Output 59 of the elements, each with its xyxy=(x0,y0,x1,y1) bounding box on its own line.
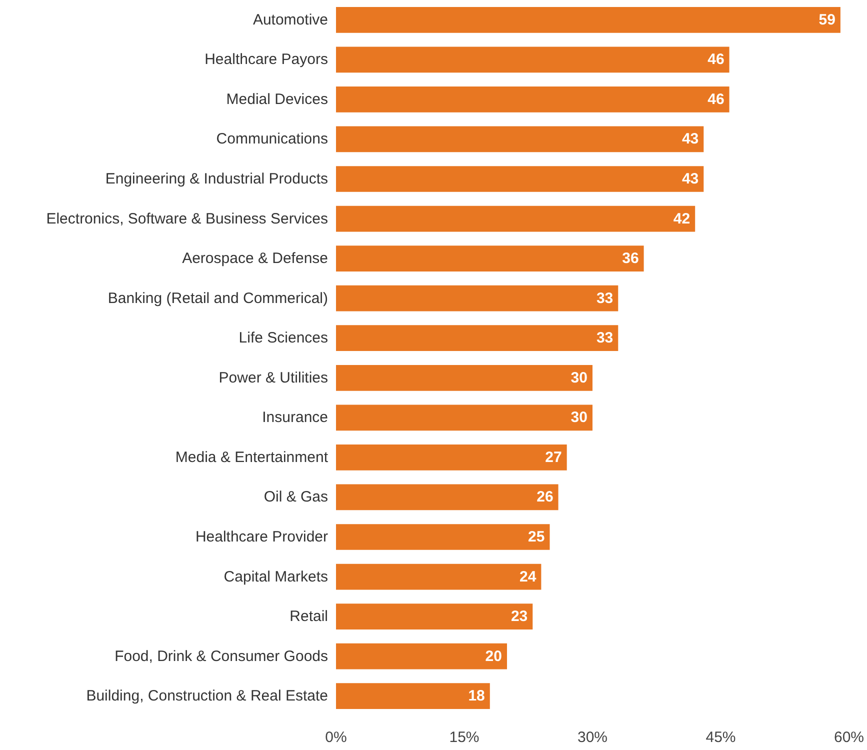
bar xyxy=(336,683,490,710)
data-label: 30 xyxy=(570,369,588,386)
x-tick-label: 30% xyxy=(577,729,608,746)
y-tick-label: Automotive xyxy=(252,11,328,28)
y-tick-label: Capital Markets xyxy=(224,568,328,586)
data-label: 33 xyxy=(596,330,614,347)
y-tick-label: Healthcare Payors xyxy=(204,51,328,68)
bar xyxy=(336,86,730,112)
bar xyxy=(336,484,558,510)
bar xyxy=(336,46,730,73)
data-label: 36 xyxy=(622,250,639,268)
bar xyxy=(336,643,507,670)
data-label: 25 xyxy=(528,528,545,546)
bar xyxy=(336,206,696,232)
bar xyxy=(336,604,533,630)
y-tick-label: Building, Construction & Real Estate xyxy=(86,688,328,705)
bar xyxy=(336,364,592,391)
y-tick-label: Power & Utilities xyxy=(218,369,328,386)
data-label: 26 xyxy=(536,488,554,506)
y-tick-label: Oil & Gas xyxy=(264,488,328,506)
y-tick-label: Life Sciences xyxy=(238,330,328,347)
data-label: 27 xyxy=(545,448,562,466)
y-tick-label: Food, Drink & Consumer Goods xyxy=(114,648,328,665)
bar xyxy=(336,126,704,152)
data-label: 33 xyxy=(596,290,614,307)
data-label: 30 xyxy=(570,409,588,426)
y-tick-label: Electronics, Software & Business Services xyxy=(46,210,328,228)
data-label: 23 xyxy=(510,608,528,626)
bar xyxy=(336,404,592,431)
bar xyxy=(336,444,567,470)
bar xyxy=(336,246,644,272)
y-tick-label: Media & Entertainment xyxy=(175,448,329,466)
y-tick-label: Healthcare Provider xyxy=(195,528,328,546)
y-tick-label: Insurance xyxy=(262,409,328,426)
data-label: 43 xyxy=(682,170,699,188)
data-label: 42 xyxy=(673,210,690,228)
data-label: 43 xyxy=(682,130,699,148)
bar xyxy=(336,564,542,590)
bar xyxy=(336,6,840,33)
y-tick-label: Communications xyxy=(216,130,328,148)
x-tick-label: 60% xyxy=(834,729,864,746)
y-tick-label: Medial Devices xyxy=(226,90,328,108)
x-tick-label: 15% xyxy=(449,729,480,746)
data-label: 46 xyxy=(708,51,724,68)
x-tick-label: 0% xyxy=(325,729,347,746)
bar xyxy=(336,524,550,550)
data-label: 24 xyxy=(520,568,537,586)
data-label: 18 xyxy=(468,688,485,705)
data-label: 20 xyxy=(485,648,502,665)
bar xyxy=(336,166,704,192)
data-label: 59 xyxy=(818,11,836,28)
data-label: 46 xyxy=(708,90,724,108)
bar xyxy=(336,285,618,312)
y-tick-label: Banking (Retail and Commerical) xyxy=(108,290,328,307)
bar xyxy=(336,325,618,352)
y-tick-label: Aerospace & Defense xyxy=(182,250,328,268)
y-tick-label: Retail xyxy=(290,608,328,626)
y-tick-label: Engineering & Industrial Products xyxy=(105,170,328,188)
x-tick-label: 45% xyxy=(706,729,736,746)
